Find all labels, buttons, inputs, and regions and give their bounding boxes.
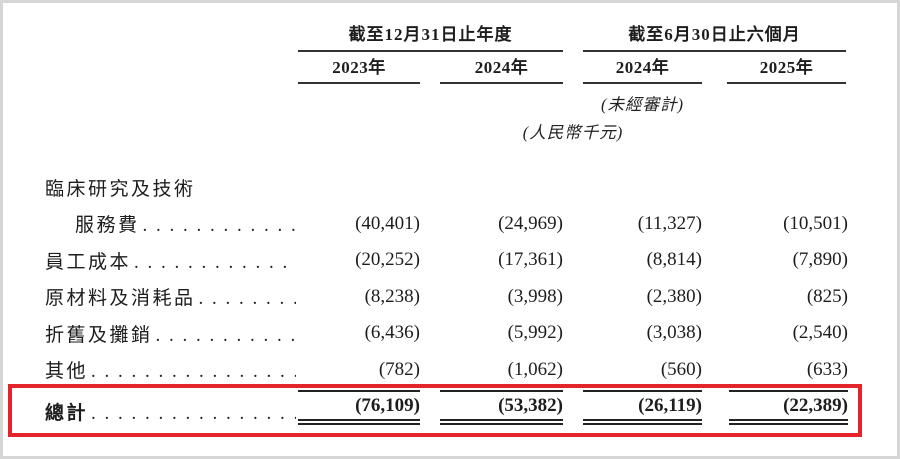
total-label: 總計	[45, 403, 89, 424]
row-label: 原材料及消耗品	[45, 288, 196, 310]
table-row-others: 其他 . . . . . . . . . . . . . . . . . . .…	[45, 352, 848, 389]
column-group-annual: 截至12月31日止年度	[298, 20, 563, 52]
value-cell: (24,969)	[498, 212, 563, 234]
value-cell: (10,501)	[783, 212, 848, 234]
value-cell: (3,998)	[507, 285, 563, 307]
table-row-raw-materials: 原材料及消耗品 . . . . . . . . . . . . . . . . …	[45, 279, 848, 316]
value-cell: (560)	[660, 358, 702, 380]
unaudited-note: (未經審計)	[601, 95, 684, 114]
expense-table: 臨床研究及技術 服務費 . . . . . . . . . . . . . . …	[45, 169, 848, 388]
table-row-depreciation: 折舊及攤銷 . . . . . . . . . . . . . . . . . …	[45, 315, 848, 352]
value-cell: (6,436)	[364, 322, 420, 344]
dot-leader: . . . . . . . . . . . . . . . . . . . . …	[91, 361, 296, 383]
value-cell: (11,327)	[637, 212, 702, 234]
dot-leader: . . . . . . . . . . . . . . . . . . . . …	[155, 324, 296, 346]
value-cell: (8,814)	[646, 249, 702, 271]
double-rule	[298, 419, 420, 425]
total-row: 總計 . . . . . . . . . . . . . . . . . . .…	[45, 390, 848, 425]
value-cell: (782)	[378, 358, 420, 380]
year-header-2023: 2023年	[298, 53, 420, 84]
value-cell: (7,890)	[792, 249, 848, 271]
value-cell: (17,361)	[498, 249, 563, 271]
year-header-2025: 2025年	[727, 53, 846, 84]
year-header-2024: 2024年	[440, 53, 563, 84]
value-cell: (825)	[806, 285, 848, 307]
value-cell: (2,540)	[792, 322, 848, 344]
table-row-clinical-research: 臨床研究及技術	[45, 169, 848, 206]
value-cell: (40,401)	[355, 212, 420, 234]
year-header-2024-interim: 2024年	[583, 53, 702, 84]
value-cell: (8,238)	[364, 285, 420, 307]
row-label: 服務費	[75, 215, 140, 237]
total-value-cell: (53,382)	[440, 390, 563, 425]
dot-leader: . . . . . . . . . . . . . . . . . . . . …	[134, 251, 296, 273]
currency-unit-note: (人民幣千元)	[522, 123, 624, 142]
value-cell: (20,252)	[355, 249, 420, 271]
row-label: 臨床研究及技術	[45, 178, 196, 200]
total-value-cell: (76,109)	[298, 390, 420, 425]
double-rule	[440, 419, 563, 425]
total-value-cell: (22,389)	[729, 390, 848, 425]
value-cell: (5,992)	[507, 322, 563, 344]
row-label: 折舊及攤銷	[45, 324, 153, 346]
row-label: 其他	[45, 361, 89, 383]
double-rule	[729, 419, 848, 425]
double-rule	[583, 419, 702, 425]
value-cell: (2,380)	[646, 285, 702, 307]
dot-leader: . . . . . . . . . . . . . . . . . . . . …	[198, 288, 296, 310]
column-group-interim: 截至6月30日止六個月	[583, 20, 846, 52]
table-row-service-fees: 服務費 . . . . . . . . . . . . . . . . . . …	[45, 206, 848, 243]
table-row-staff-costs: 員工成本 . . . . . . . . . . . . . . . . . .…	[45, 242, 848, 279]
dot-leader: . . . . . . . . . . . . . . . . . . . . …	[142, 215, 296, 237]
value-cell: (1,062)	[507, 358, 563, 380]
total-value-cell: (26,119)	[583, 390, 702, 425]
dot-leader: . . . . . . . . . . . . . . . . . . . . …	[91, 403, 296, 424]
row-label: 員工成本	[45, 251, 132, 273]
value-cell: (3,038)	[646, 322, 702, 344]
value-cell: (633)	[806, 358, 848, 380]
